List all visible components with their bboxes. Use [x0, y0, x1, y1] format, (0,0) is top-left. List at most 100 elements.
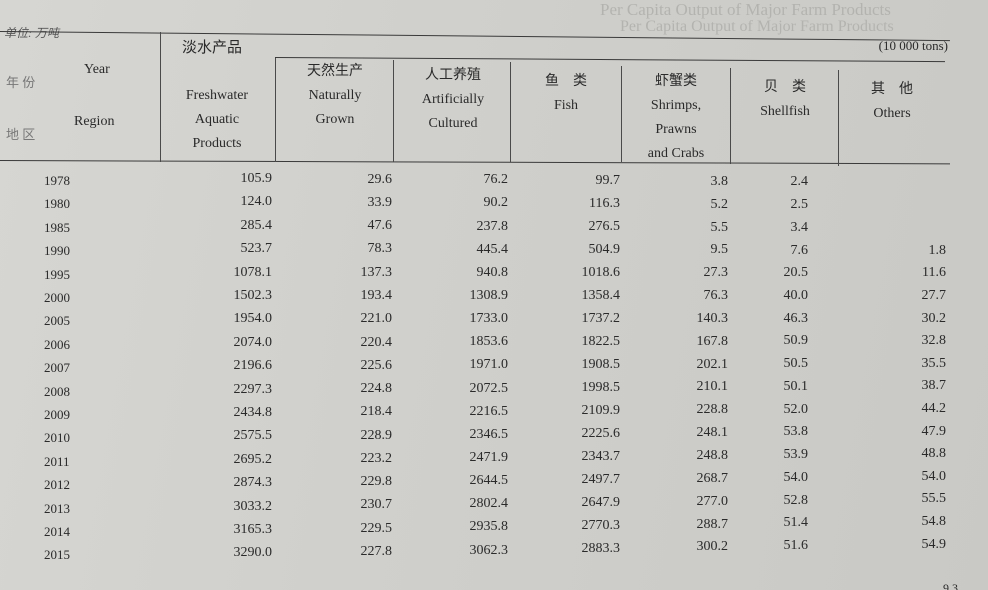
col-divider-2 — [393, 60, 394, 162]
cell-fish: 276.5 — [588, 219, 621, 234]
cell-other: 11.6 — [922, 265, 946, 281]
cell-fish: 2647.9 — [581, 495, 621, 510]
cell-art: 2471.9 — [469, 450, 509, 465]
bleed-through-title-2: Per Capita Output of Major Farm Products — [620, 18, 894, 35]
cell-art: 2935.8 — [469, 519, 509, 535]
cell-shrimp: 248.1 — [696, 425, 729, 441]
cell-shell: 51.6 — [783, 537, 809, 553]
bleed-through-title: Per Capita Output of Major Farm Products — [600, 0, 891, 19]
cell-shrimp: 76.3 — [703, 288, 729, 304]
cell-nat: 29.6 — [367, 171, 393, 187]
cell-shell: 7.6 — [790, 242, 809, 258]
cell-shrimp: 27.3 — [703, 265, 729, 281]
row-year: 2011 — [44, 453, 70, 469]
cell-shell: 52.8 — [783, 492, 809, 508]
row-year: 2000 — [44, 290, 70, 305]
cell-fish: 2497.7 — [581, 472, 621, 487]
row-year: 1985 — [44, 219, 70, 235]
cell-shrimp: 3.8 — [710, 173, 729, 189]
cell-nat: 224.8 — [360, 381, 393, 397]
cell-shrimp: 288.7 — [696, 516, 729, 532]
cell-art: 1971.0 — [469, 357, 509, 373]
cell-shrimp: 277.0 — [696, 493, 729, 509]
cell-nat: 193.4 — [360, 287, 393, 303]
cell-shrimp: 248.8 — [696, 448, 729, 463]
unit-label-cn: 单位: 万吨 — [4, 26, 59, 40]
row-year: 2007 — [44, 360, 70, 376]
cell-shrimp: 268.7 — [696, 470, 729, 486]
cell-art: 2802.4 — [469, 496, 509, 512]
cell-other: 54.9 — [921, 536, 947, 552]
cell-shrimp: 300.2 — [696, 539, 729, 555]
col-divider-6 — [838, 70, 839, 166]
header-group-cn: 淡水产品 — [182, 40, 243, 56]
cell-fresh: 2196.6 — [233, 358, 273, 374]
cell-nat: 228.9 — [360, 427, 393, 443]
cell-art: 1853.6 — [469, 334, 509, 350]
cell-nat: 33.9 — [367, 194, 393, 210]
cell-shell: 53.9 — [783, 447, 809, 463]
header-fish: 鱼 类 Fish — [545, 74, 587, 113]
cell-fresh: 1954.0 — [233, 311, 273, 327]
cell-fish: 2343.7 — [581, 449, 621, 464]
cell-art: 3062.3 — [469, 542, 509, 558]
cell-fresh: 2074.0 — [233, 334, 273, 350]
cell-shrimp: 5.5 — [710, 219, 729, 235]
cell-fresh: 2297.3 — [233, 381, 273, 397]
header-others: 其 他 Others — [871, 82, 913, 121]
cell-shell: 2.4 — [790, 174, 809, 190]
cell-fish: 1822.5 — [581, 334, 621, 349]
cell-nat: 47.6 — [367, 218, 393, 234]
cell-nat: 230.7 — [360, 497, 393, 513]
cell-other: 32.8 — [921, 333, 947, 349]
cell-fish: 2225.6 — [581, 426, 621, 441]
cell-art: 2644.5 — [469, 473, 509, 489]
stub-year-cn: 年 份 — [6, 75, 36, 90]
cell-shrimp: 140.3 — [696, 310, 729, 326]
cell-shrimp: 210.1 — [696, 379, 729, 395]
row-year: 2012 — [44, 477, 70, 493]
cell-shrimp: 202.1 — [696, 356, 729, 372]
cell-other: 55.5 — [921, 491, 947, 507]
cell-fresh: 124.0 — [240, 194, 273, 210]
cell-nat: 229.5 — [360, 520, 393, 536]
cell-other: 1.8 — [928, 242, 947, 258]
cell-fish: 1018.6 — [581, 265, 621, 280]
cell-shell: 40.0 — [783, 288, 809, 304]
cell-fresh: 1502.3 — [233, 288, 273, 303]
cell-other: 30.2 — [921, 310, 947, 326]
cell-nat: 223.2 — [360, 450, 393, 466]
cell-other: 54.8 — [921, 514, 947, 529]
col-divider-4 — [621, 66, 622, 162]
cell-nat: 218.4 — [360, 404, 393, 420]
row-year: 2008 — [44, 383, 70, 399]
cell-other: 47.9 — [921, 423, 947, 439]
cell-fish: 504.9 — [588, 242, 621, 257]
row-year: 1990 — [44, 243, 70, 259]
cell-shell: 2.5 — [790, 197, 809, 213]
cell-fish: 116.3 — [589, 196, 620, 211]
cell-nat: 227.8 — [360, 544, 393, 560]
cell-fresh: 2434.8 — [233, 405, 273, 420]
cell-art: 445.4 — [476, 241, 509, 257]
col-divider-3 — [510, 62, 511, 162]
cell-nat: 225.6 — [360, 357, 393, 373]
cell-art: 237.8 — [476, 218, 509, 234]
cell-shell: 20.5 — [783, 265, 809, 281]
row-year: 2010 — [44, 430, 70, 446]
cell-other: 35.5 — [921, 355, 947, 371]
col-divider-5 — [730, 68, 731, 164]
cell-fresh: 285.4 — [240, 217, 273, 233]
cell-art: 2346.5 — [469, 426, 509, 442]
header-shellfish: 贝 类 Shellfish — [760, 80, 810, 119]
cell-shell: 54.0 — [783, 469, 809, 485]
cell-shell: 52.0 — [783, 401, 809, 417]
row-year: 2015 — [44, 547, 70, 563]
stub-region-en: Region — [74, 114, 115, 129]
cell-fish: 2770.3 — [581, 518, 621, 533]
cell-shell: 51.4 — [783, 515, 809, 531]
cell-other: 44.2 — [921, 401, 947, 416]
cell-shrimp: 228.8 — [696, 402, 729, 418]
cell-art: 2216.5 — [469, 403, 509, 419]
cell-other: 54.0 — [921, 468, 947, 484]
